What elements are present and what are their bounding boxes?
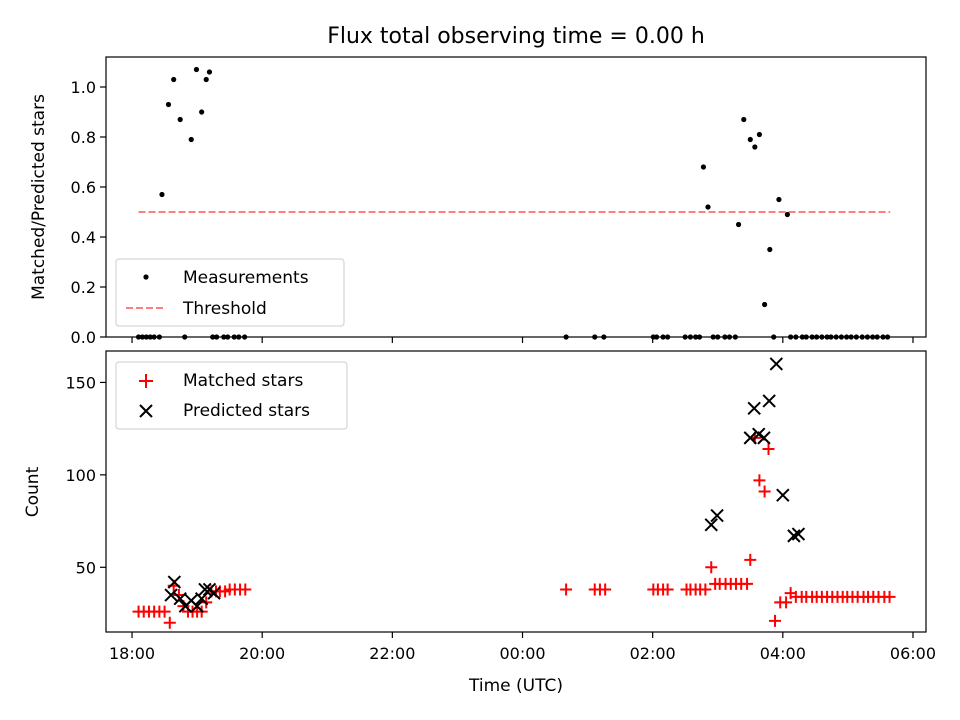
legend-predicted-label: Predicted stars: [183, 401, 310, 421]
measurement-point: [784, 211, 790, 218]
measurement-point: [767, 246, 773, 253]
legend-predicted-marker: [139, 404, 153, 418]
predicted-stars-points: [164, 357, 806, 613]
bottom-legend: Matched stars Predicted stars: [115, 361, 348, 430]
x-tick-label: 22:00: [369, 644, 415, 663]
legend-matched-label: Matched stars: [183, 371, 303, 391]
predicted-star-point: [198, 582, 212, 597]
matched-star-point: [699, 583, 712, 596]
bottom-legend-box: [115, 361, 348, 430]
measurement-point: [735, 221, 742, 228]
predicted-star-point: [167, 575, 182, 589]
legend-measurements-label: Measurements: [183, 268, 309, 288]
legend-threshold-label: Threshold: [182, 299, 267, 319]
x-tick-label: 20:00: [239, 644, 285, 663]
measurement-point: [700, 164, 707, 170]
matched-star-point: [758, 485, 771, 498]
bottom-y-label: Count: [23, 466, 43, 517]
measurement-point: [747, 136, 753, 143]
top-legend-box: [115, 258, 345, 327]
measurement-point: [762, 301, 768, 308]
measurement-point: [756, 131, 762, 138]
predicted-star-point: [164, 588, 178, 602]
x-tick-label: 04:00: [760, 644, 806, 663]
matched-star-point: [560, 583, 573, 596]
matched-star-point: [883, 590, 896, 603]
chart-title: Flux total observing time = 0.00 h: [327, 24, 705, 49]
x-tick-label: 02:00: [630, 644, 676, 663]
predicted-star-point: [769, 357, 784, 371]
predicted-star-point: [776, 488, 790, 502]
predicted-star-point: [791, 527, 806, 541]
measurement-point: [193, 66, 200, 73]
matched-star-point: [239, 583, 252, 596]
legend-measurements-marker: [143, 274, 149, 280]
measurement-point: [203, 76, 209, 83]
top-axes-frame: [105, 56, 927, 338]
top-y-tick-label: 1.0: [71, 78, 96, 97]
matched-stars-points: [132, 431, 896, 629]
predicted-star-point: [194, 592, 209, 606]
matched-star-point: [163, 616, 176, 629]
x-tick-label: 18:00: [109, 644, 155, 663]
measurement-point: [159, 191, 165, 198]
legend-matched-marker: [139, 374, 153, 388]
matched-star-point: [599, 583, 612, 596]
x-tick-label: 06:00: [890, 644, 936, 663]
predicted-star-point: [173, 592, 187, 606]
measurement-point: [741, 116, 747, 123]
matched-star-point: [741, 577, 754, 590]
measurement-point: [177, 116, 183, 123]
matched-star-point: [661, 583, 674, 596]
predicted-star-point: [762, 394, 776, 408]
bottom-panel: 50 100 150 18:00 20:00 22:00 00:00 02:00 04:00 06…: [23, 350, 936, 696]
matched-star-point: [769, 614, 782, 627]
bottom-y-tick-label: 150: [65, 373, 96, 392]
bottom-ticks: 50 100 150 18:00 20:00 22:00 00:00 02:00 04:00 06…: [65, 373, 936, 663]
matched-star-point: [158, 605, 171, 618]
bottom-y-tick-label: 50: [76, 558, 96, 577]
bottom-axes-frame: [105, 350, 927, 633]
measurement-point: [705, 204, 711, 210]
top-y-label: Matched/Predicted stars: [29, 94, 49, 300]
predicted-star-point: [190, 599, 204, 613]
top-y-tick-label: 0.2: [71, 278, 96, 297]
top-y-tick-label: 0.4: [71, 228, 96, 247]
measurement-point: [171, 76, 177, 83]
predicted-star-point: [787, 529, 801, 543]
x-tick-label: 00:00: [499, 644, 545, 663]
predicted-star-point: [704, 518, 718, 532]
measurement-point: [776, 196, 782, 203]
matched-star-point: [762, 442, 775, 455]
predicted-star-point: [207, 586, 221, 600]
measurement-point: [199, 109, 205, 115]
top-panel: 0.0 0.2 0.4 0.6 0.8 1.0 Matched/Predicted sta…: [29, 56, 927, 347]
predicted-star-point: [743, 431, 757, 445]
matched-star-point: [744, 553, 757, 566]
top-y-tick-label: 0.0: [71, 328, 96, 347]
predicted-star-point: [710, 508, 724, 523]
bottom-y-tick-label: 100: [65, 466, 96, 485]
measurement-point: [165, 101, 172, 108]
measurement-point: [206, 69, 213, 75]
measurement-point: [188, 136, 194, 143]
matched-star-point: [753, 474, 766, 487]
measurement-points: [135, 66, 891, 340]
x-axis-label: Time (UTC): [468, 676, 563, 696]
measurement-point: [752, 144, 758, 150]
matched-star-point: [780, 596, 793, 609]
predicted-star-point: [747, 401, 761, 416]
predicted-star-point: [757, 431, 771, 445]
matched-star-point: [705, 561, 718, 574]
top-ticks: 0.0 0.2 0.4 0.6 0.8 1.0: [71, 78, 914, 347]
top-legend: Measurements Threshold: [115, 258, 345, 327]
top-y-tick-label: 0.8: [71, 128, 96, 147]
top-y-tick-label: 0.6: [71, 178, 96, 197]
